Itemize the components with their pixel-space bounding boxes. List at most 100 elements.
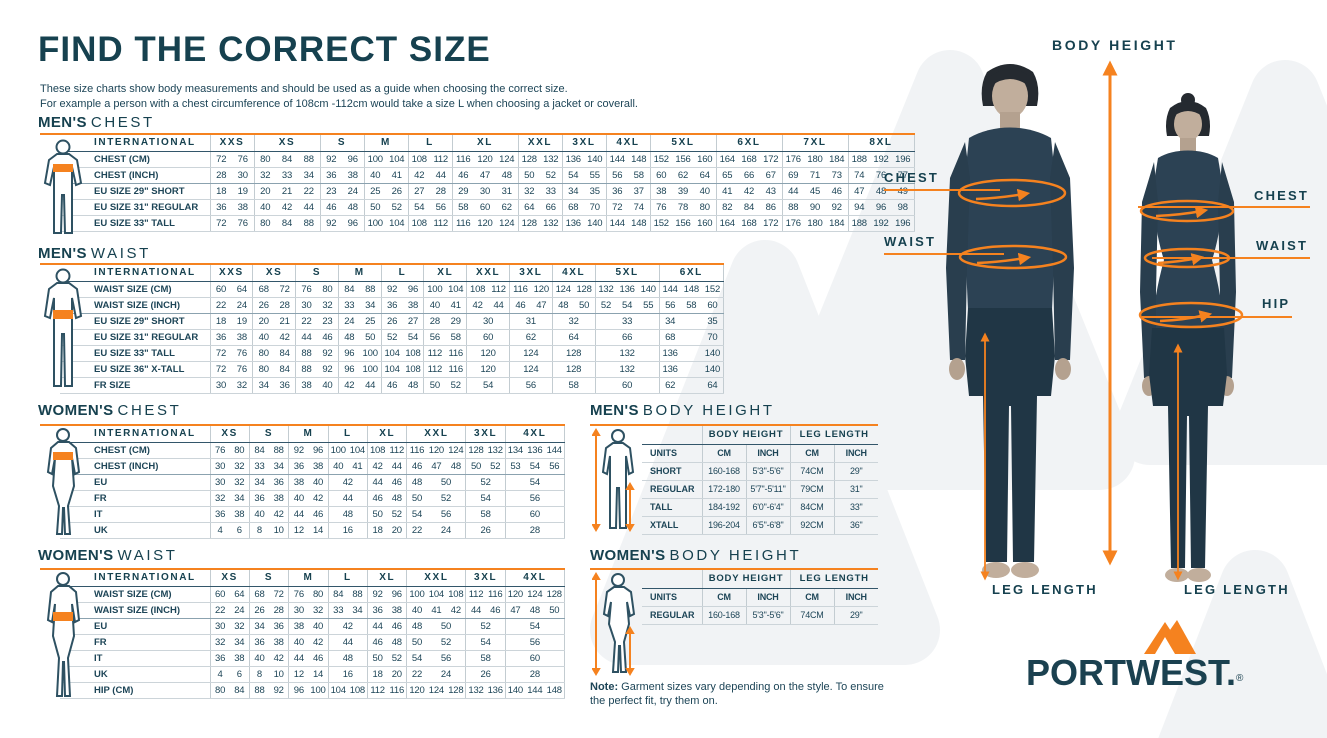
size-value: 48 [338,329,360,346]
size-value: 33 [249,458,270,475]
size-value: 30 [466,313,510,330]
size-value: 164 [716,215,738,232]
size-value: 43 [760,183,783,200]
empty-corner [642,426,703,445]
size-value: 108 [347,682,368,699]
size-value: 112 [423,345,446,362]
woman-photo-figure [1140,93,1236,582]
size-value: 100 [308,682,329,699]
column-header: INTERNATIONAL [60,426,211,443]
size-value: 92 [381,281,403,298]
size-value: 108 [402,361,425,378]
size-value: 40 [308,618,329,635]
size-value: 54 [466,377,510,394]
size-value: 42 [274,329,297,346]
size-group-header: 4XL [505,570,565,587]
size-value: 58 [465,650,506,667]
size-value: 84 [328,586,348,603]
womens-waist-figure-icon [46,572,81,697]
empty-corner [642,570,703,589]
size-value: 46 [452,167,474,184]
size-value: 82 [716,199,738,216]
size-value: 40 [254,199,276,216]
size-value: 21 [276,183,298,200]
size-group-header: M [338,265,382,282]
size-value: 136 [562,215,584,232]
size-value: 26 [249,602,270,619]
size-value: 47 [848,183,870,200]
size-value: 6 [229,522,250,539]
size-value: 18 [367,522,388,539]
size-value: 62 [672,167,694,184]
size-value: 40 [249,506,270,523]
body-height-table: BODY HEIGHT LEG LENGTH UNITS CM INCH CM INCH RE… [642,570,878,625]
size-value: 50 [364,199,386,216]
size-value: 41 [347,458,368,475]
size-value: 46 [308,506,329,523]
size-group-header: L [408,135,453,152]
size-value: 48 [406,474,427,491]
size-value: 90 [804,199,826,216]
size-value: 112 [367,682,388,699]
size-value: 4 [210,522,230,539]
size-value: 44 [295,329,317,346]
size-value: 56 [544,458,565,475]
height-value: 84CM [790,498,835,517]
size-value: 52 [381,329,403,346]
size-value: 84 [274,361,297,378]
size-group-header: S [295,265,339,282]
size-value: 120 [474,151,496,168]
size-value: 148 [680,281,702,298]
size-value: 46 [367,490,388,507]
size-value: 36 [210,650,230,667]
row-label: WAIST SIZE (INCH) [60,297,211,314]
size-value: 64 [518,199,540,216]
height-value: 196-204 [702,516,747,535]
size-value: 36 [210,329,232,346]
size-value: 38 [231,329,254,346]
row-label: EU SIZE 31" REGULAR [60,199,211,216]
size-value: 80 [210,682,230,699]
row-label: EU [60,618,211,635]
row-label: FR [60,490,211,507]
size-value: 132 [540,215,563,232]
size-value: 100 [328,442,348,459]
size-value: 48 [525,602,545,619]
size-value: 92 [826,199,849,216]
size-table: INTERNATIONAL XS S M L XL XXL 3XL 4XL WAIST SIZE … [60,570,565,699]
size-value: 32 [210,490,230,507]
size-value: 38 [288,618,309,635]
size-value: 23 [320,183,342,200]
size-value: 46 [381,377,403,394]
size-value: 22 [295,313,317,330]
mens-body-height-title: MEN'S BODY HEIGHT [590,402,775,419]
column-header: INTERNATIONAL [60,570,211,587]
size-value: 160 [694,215,717,232]
size-value: 132 [465,682,486,699]
size-value: 52 [445,377,468,394]
size-value: 116 [485,586,506,603]
size-value: 58 [552,377,596,394]
size-value: 48 [387,490,408,507]
size-value: 80 [694,199,717,216]
size-value: 26 [465,666,506,683]
size-value: 42 [269,506,290,523]
size-table: INTERNATIONAL XS S M L XL XXL 3XL 4XL CHEST (CM) 7… [60,426,565,539]
size-group-header: XL [423,265,468,282]
size-value: 50 [406,634,427,651]
size-value: 44 [298,199,321,216]
size-value: 77 [892,167,915,184]
size-value: 98 [892,199,915,216]
size-value: 54 [616,297,638,314]
size-value: 47 [474,167,496,184]
size-value: 192 [870,151,892,168]
size-value: 44 [328,634,369,651]
size-value: 54 [465,634,506,651]
size-value: 44 [328,490,369,507]
row-label: EU SIZE 33" TALL [60,215,211,232]
size-value: 37 [628,183,651,200]
size-value: 26 [252,297,275,314]
size-value: 40 [328,458,348,475]
size-group-header: XXS [210,265,254,282]
size-value: 35 [584,183,607,200]
